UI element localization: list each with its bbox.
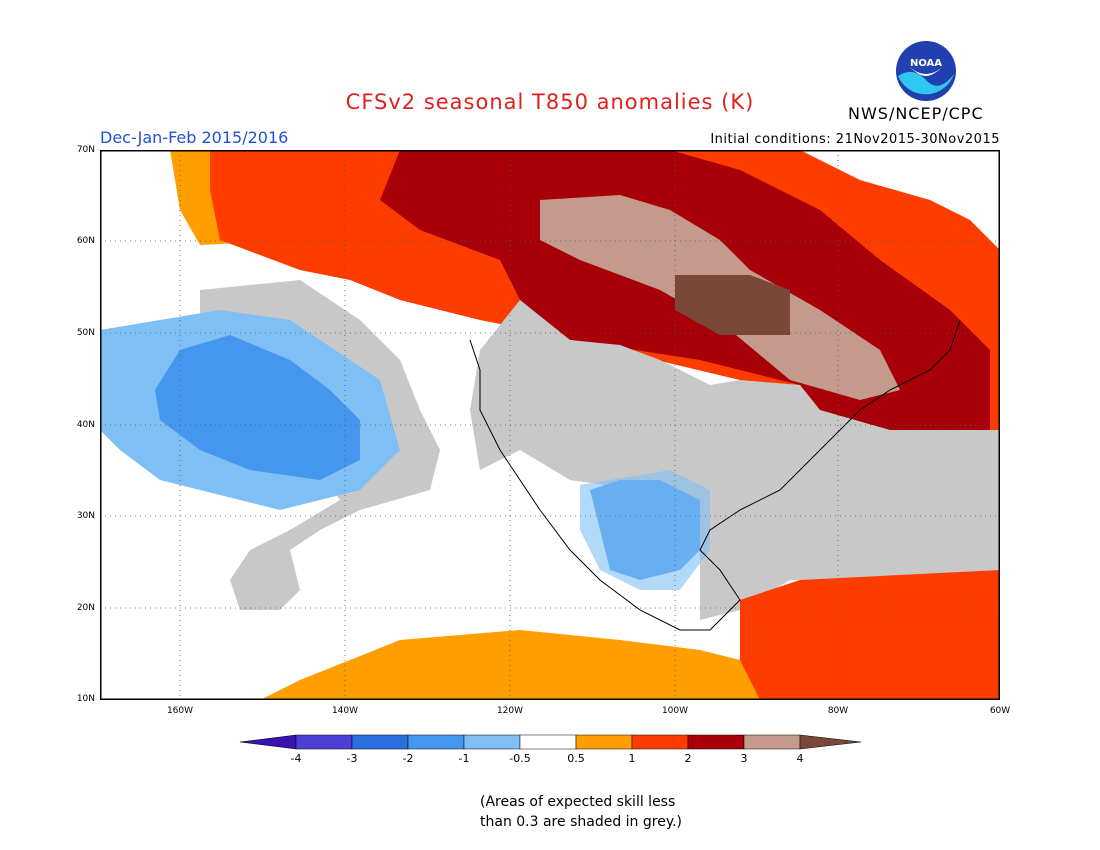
region-grey-continent: [470, 300, 1000, 620]
legend-label: 0.5: [567, 752, 585, 765]
lon-label: 60W: [989, 706, 1011, 716]
legend-label: 1: [628, 752, 636, 765]
lat-label: 50N: [76, 328, 95, 338]
skill-note-line-1: (Areas of expected skill less: [480, 794, 676, 810]
legend-label: 2: [684, 752, 692, 765]
lat-label: 20N: [76, 603, 95, 613]
legend-label: -0.5: [509, 752, 531, 765]
lat-label: 70N: [76, 145, 95, 155]
legend-label: 4: [796, 752, 804, 765]
region-brown: [675, 275, 790, 335]
region-red-caribbean: [740, 570, 1000, 700]
svg-text:NOAA: NOAA: [910, 58, 942, 69]
skill-note: (Areas of expected skill less than 0.3 a…: [480, 792, 682, 832]
anomaly-map: [100, 150, 1000, 700]
coastline: [469, 319, 961, 631]
lon-label: 160W: [166, 706, 194, 716]
lat-label: 40N: [76, 420, 95, 430]
lon-label: 120W: [496, 706, 524, 716]
agency-label: NWS/NCEP/CPC: [848, 104, 984, 123]
lon-label: 80W: [827, 706, 849, 716]
legend-label: -2: [402, 752, 414, 765]
region-orange-south: [260, 630, 800, 700]
lon-label: 100W: [661, 706, 689, 716]
legend-label: -1: [458, 752, 470, 765]
lat-label: 10N: [76, 694, 95, 704]
lat-label: 60N: [76, 236, 95, 246]
map-title: CFSv2 seasonal T850 anomalies (K): [345, 90, 755, 114]
legend-label: 3: [740, 752, 748, 765]
lon-label: 140W: [331, 706, 359, 716]
initial-conditions-label: Initial conditions: 21Nov2015-30Nov2015: [710, 132, 1000, 147]
lat-label: 30N: [76, 511, 95, 521]
season-label: Dec-Jan-Feb 2015/2016: [100, 128, 289, 147]
legend-label: -3: [346, 752, 358, 765]
legend-label: -4: [290, 752, 302, 765]
region-lightblue-mexico: [580, 470, 710, 590]
noaa-logo-icon: NOAA: [896, 41, 956, 101]
skill-note-line-2: than 0.3 are shaded in grey.): [480, 814, 683, 830]
region-blue: [155, 335, 360, 480]
legend-colorbar: [240, 734, 862, 750]
